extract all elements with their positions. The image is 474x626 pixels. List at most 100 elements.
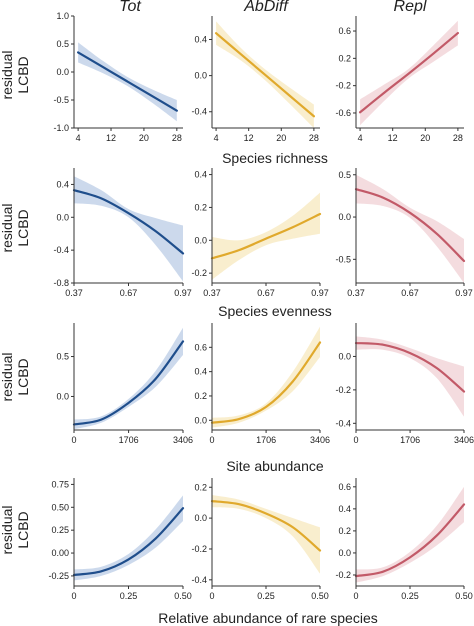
ylabel-row-1: residual LCBD bbox=[0, 50, 31, 99]
y-tick-label-r1-tot: 0.0 bbox=[56, 67, 69, 77]
y-tick-label-r2-repl: 0.0 bbox=[338, 212, 351, 222]
row-title-species-evenness: Species evenness bbox=[218, 303, 332, 319]
x-tick-label-r1-repl: 20 bbox=[420, 133, 430, 143]
x-tick-label-r1-repl: 28 bbox=[453, 133, 463, 143]
x-tick-label-r2-repl: 0.67 bbox=[401, 288, 419, 298]
panel-r3-abdiff: 0 1706 3406 0.6 0.4 0.2 0.0 bbox=[194, 323, 330, 445]
x-tick-label-r2-tot: 0.67 bbox=[120, 288, 138, 298]
y-tick-label-r1-abdiff: -0.4 bbox=[191, 107, 207, 117]
x-tick-label-r2-abdiff: 0.37 bbox=[203, 288, 221, 298]
y-tick-label-r4-abdiff: 0.2 bbox=[194, 482, 207, 492]
y-tick-label-r3-repl: 0.0 bbox=[338, 351, 351, 361]
y-tick-label-r1-tot: 0.5 bbox=[56, 39, 69, 49]
panel-r2-tot: 0.37 0.67 0.97 0.4 0.0 -0.4 -0.8 bbox=[53, 168, 192, 298]
ylabel-row-2: residual LCBD bbox=[0, 203, 31, 252]
x-tick-label-r3-abdiff: 0 bbox=[209, 435, 214, 445]
x-tick-label-r4-repl: 0 bbox=[353, 591, 358, 601]
panel-r4-tot: 0 0.25 0.50 0.75 0.50 0.25 0.00 -0.25 bbox=[48, 478, 192, 601]
y-tick-label-r1-tot: 1.0 bbox=[56, 11, 69, 21]
y-tick-label-r3-abdiff: 0.0 bbox=[194, 415, 207, 425]
y-tick-label-r2-abdiff: 0.4 bbox=[194, 170, 207, 180]
x-tick-label-r4-repl: 0.50 bbox=[455, 591, 473, 601]
y-tick-label-r3-repl: -0.4 bbox=[335, 418, 351, 428]
confidence-band-r2-abdiff bbox=[212, 192, 320, 280]
x-tick-label-r1-repl: 4 bbox=[358, 133, 363, 143]
fit-line-r3-repl bbox=[354, 341, 466, 393]
y-tick-label-r2-repl: 0.5 bbox=[338, 170, 351, 180]
fit-line-r2-repl bbox=[354, 188, 466, 263]
panel-r1-abdiff: 4 12 20 28 0.4 0.0 -0.4 bbox=[191, 16, 320, 143]
ylabel-row-1-line1: residual bbox=[0, 50, 15, 99]
ylabel-row-4-line2: LCBD bbox=[15, 511, 31, 548]
fit-line-r4-tot bbox=[72, 507, 185, 577]
y-tick-label-r2-abdiff: 0.0 bbox=[194, 235, 207, 245]
y-tick-label-r2-tot: 0.0 bbox=[56, 212, 69, 222]
x-tick-label-r3-tot: 1706 bbox=[119, 435, 139, 445]
panel-r2-repl: 0.37 0.67 0.97 0.5 0.0 -0.5 bbox=[335, 168, 473, 298]
y-tick-label-r4-repl: 0.0 bbox=[338, 548, 351, 558]
x-tick-label-r2-tot: 0.97 bbox=[174, 288, 192, 298]
fit-line-r4-abdiff bbox=[210, 500, 322, 552]
y-tick-label-r4-tot: 0.50 bbox=[51, 502, 69, 512]
y-tick-label-r3-tot: 0.5 bbox=[56, 352, 69, 362]
x-tick-label-r2-abdiff: 0.97 bbox=[311, 288, 329, 298]
y-tick-label-r1-abdiff: 0.0 bbox=[194, 71, 207, 81]
y-tick-label-r4-tot: 0.00 bbox=[51, 548, 69, 558]
x-tick-label-r3-repl: 3406 bbox=[454, 435, 474, 445]
x-tick-label-r2-repl: 0.97 bbox=[455, 288, 473, 298]
x-tick-label-r1-abdiff: 20 bbox=[276, 133, 286, 143]
column-title-abdiff: AbDiff bbox=[243, 0, 289, 15]
x-tick-label-r3-repl: 0 bbox=[353, 435, 358, 445]
y-tick-label-r2-tot: -0.4 bbox=[53, 245, 69, 255]
y-tick-label-r3-tot: 0.0 bbox=[56, 391, 69, 401]
bottom-axis-label: Relative abundance of rare species bbox=[158, 610, 377, 626]
fit-line-r2-tot bbox=[72, 189, 185, 255]
y-tick-label-r2-abdiff: -0.2 bbox=[191, 268, 207, 278]
y-tick-label-r4-abdiff: -0.4 bbox=[191, 575, 207, 585]
fit-line-r3-tot bbox=[72, 340, 185, 426]
panel-r3-tot: 0 1706 3406 0.5 0.0 bbox=[56, 323, 193, 445]
y-tick-label-r4-tot: -0.25 bbox=[48, 571, 69, 581]
confidence-band-r2-repl bbox=[356, 174, 464, 283]
y-tick-label-r2-abdiff: 0.2 bbox=[194, 202, 207, 212]
ylabel-row-4: residual LCBD bbox=[0, 505, 31, 554]
x-tick-label-r1-abdiff: 28 bbox=[309, 133, 319, 143]
x-tick-label-r4-repl: 0.25 bbox=[401, 591, 419, 601]
x-tick-label-r3-tot: 3406 bbox=[173, 435, 193, 445]
x-tick-label-r1-tot: 28 bbox=[172, 133, 182, 143]
y-tick-label-r4-repl: 0.4 bbox=[338, 504, 351, 514]
panel-r3-repl: 0 1706 3406 0.0 -0.2 -0.4 bbox=[335, 323, 474, 445]
y-tick-label-r3-abdiff: 0.4 bbox=[194, 367, 207, 377]
y-tick-label-r3-abdiff: 0.6 bbox=[194, 342, 207, 352]
ylabel-row-2-line1: residual bbox=[0, 203, 15, 252]
row-title-site-abundance: Site abundance bbox=[226, 458, 324, 474]
x-tick-label-r3-abdiff: 3406 bbox=[310, 435, 330, 445]
y-tick-label-r4-tot: 0.25 bbox=[51, 525, 69, 535]
ylabel-row-3-line1: residual bbox=[0, 352, 15, 401]
y-tick-label-r1-abdiff: 0.4 bbox=[194, 34, 207, 44]
x-tick-label-r2-abdiff: 0.67 bbox=[257, 288, 275, 298]
x-tick-label-r4-abdiff: 0.50 bbox=[311, 591, 329, 601]
y-tick-label-r1-repl: -0.6 bbox=[335, 108, 351, 118]
x-tick-label-r2-repl: 0.37 bbox=[347, 288, 365, 298]
y-tick-label-r3-repl: -0.2 bbox=[335, 385, 351, 395]
ylabel-row-2-line2: LCBD bbox=[15, 209, 31, 246]
x-tick-label-r4-abdiff: 0.25 bbox=[257, 591, 275, 601]
y-tick-label-r4-abdiff: -0.2 bbox=[191, 544, 207, 554]
confidence-band-r4-repl bbox=[356, 486, 464, 583]
y-tick-label-r2-tot: 0.4 bbox=[56, 179, 69, 189]
x-tick-label-r4-tot: 0.50 bbox=[174, 591, 192, 601]
confidence-band-r4-abdiff bbox=[212, 494, 320, 574]
confidence-band-r4-tot bbox=[74, 495, 183, 581]
y-tick-label-r3-abdiff: 0.2 bbox=[194, 391, 207, 401]
x-tick-label-r4-tot: 0.25 bbox=[120, 591, 138, 601]
y-tick-label-r1-repl: -0.2 bbox=[335, 81, 351, 91]
x-tick-label-r4-abdiff: 0 bbox=[209, 591, 214, 601]
x-tick-label-r2-tot: 0.37 bbox=[65, 288, 83, 298]
x-tick-label-r3-tot: 0 bbox=[71, 435, 76, 445]
x-tick-label-r3-abdiff: 1706 bbox=[256, 435, 276, 445]
fit-line-r1-tot bbox=[77, 51, 178, 112]
fit-line-r1-abdiff bbox=[214, 32, 315, 118]
y-tick-label-r1-repl: 0.6 bbox=[338, 26, 351, 36]
